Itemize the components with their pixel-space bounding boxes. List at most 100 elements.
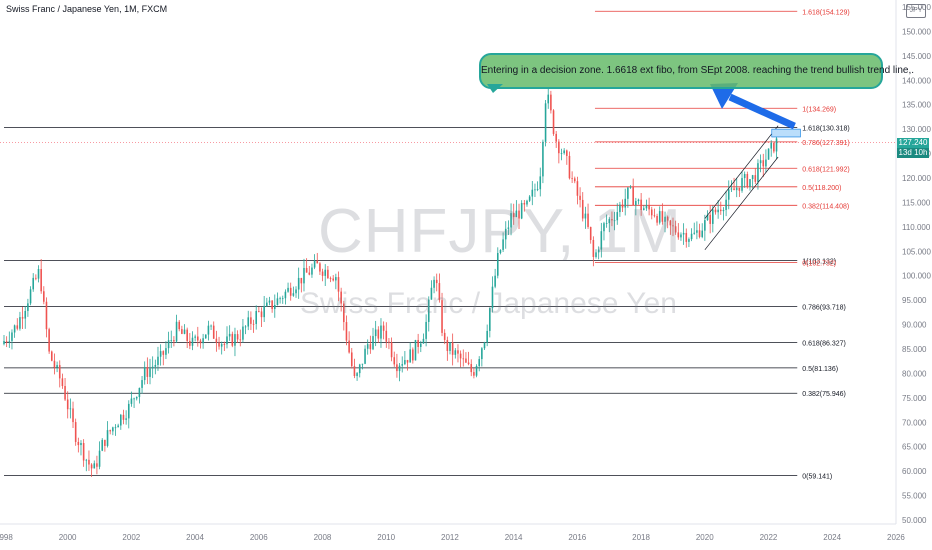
- candle: [24, 310, 27, 319]
- candle: [730, 188, 733, 190]
- candle: [743, 174, 746, 179]
- candle: [435, 279, 438, 284]
- fib-level-label: 0.382(114.408): [802, 203, 849, 210]
- candle: [653, 215, 656, 217]
- candle: [369, 344, 372, 350]
- candle: [483, 342, 486, 349]
- candle: [704, 220, 706, 231]
- candle: [489, 308, 491, 331]
- candle: [682, 232, 685, 235]
- candle: [273, 304, 276, 310]
- candle: [21, 317, 24, 319]
- annotation-arrow-shaft: [728, 93, 796, 130]
- candle: [212, 325, 215, 339]
- candle: [680, 234, 682, 238]
- candle: [43, 291, 45, 302]
- candle: [48, 329, 50, 352]
- candle: [178, 321, 181, 330]
- candle: [589, 226, 592, 240]
- candle: [284, 291, 287, 299]
- candle: [523, 203, 526, 205]
- candle: [494, 275, 496, 287]
- candle: [491, 286, 494, 309]
- candle: [706, 214, 709, 221]
- currency-badge[interactable]: JPY: [906, 4, 926, 18]
- candle: [754, 175, 757, 182]
- candle: [544, 103, 547, 142]
- last-price-tag: 127.240 13d 10h: [897, 138, 929, 158]
- candle: [547, 94, 550, 104]
- candle: [348, 340, 350, 353]
- candle: [80, 443, 82, 446]
- candle: [404, 360, 406, 365]
- candle: [361, 363, 364, 365]
- x-tick-label: 2020: [696, 533, 714, 542]
- candle: [635, 201, 637, 206]
- candle: [627, 187, 629, 199]
- candle: [425, 321, 427, 339]
- last-price-value: 127.240: [898, 138, 928, 147]
- candle: [173, 340, 175, 342]
- candle: [600, 231, 603, 250]
- y-tick-label: 155.000: [902, 3, 931, 12]
- y-tick-label: 85.000: [902, 345, 927, 354]
- candle: [271, 300, 273, 310]
- y-tick-label: 60.000: [902, 467, 927, 476]
- candle: [502, 239, 504, 250]
- candle: [210, 325, 212, 327]
- fib-level-label: 1(103.132): [802, 258, 836, 265]
- candle: [125, 418, 127, 420]
- candle: [74, 422, 77, 442]
- candle: [343, 303, 345, 323]
- candle: [462, 358, 465, 360]
- y-tick-label: 130.000: [902, 125, 931, 134]
- candle: [451, 342, 454, 355]
- fib-level-label: 0.618(86.327): [802, 341, 846, 348]
- candle: [223, 344, 226, 345]
- candle: [643, 208, 645, 210]
- candle: [624, 198, 627, 208]
- x-tick-label: 2016: [568, 533, 586, 542]
- candle: [82, 443, 85, 461]
- candle: [733, 188, 735, 191]
- candle: [72, 408, 74, 423]
- candle: [563, 150, 565, 154]
- candle: [712, 209, 714, 224]
- candle: [183, 329, 186, 334]
- candle: [749, 179, 751, 187]
- candle: [194, 336, 196, 338]
- candle: [292, 293, 295, 296]
- candle: [727, 189, 730, 200]
- candle: [300, 277, 303, 284]
- annotation-callout[interactable]: Entering in a decision zone. 1.6618 ext …: [479, 53, 914, 89]
- candle: [327, 269, 329, 279]
- candle: [611, 219, 613, 221]
- candle: [170, 340, 173, 341]
- fib-level-label: 1.618(130.318): [802, 126, 849, 133]
- y-tick-label: 95.000: [902, 296, 927, 305]
- candle: [666, 216, 669, 221]
- candle: [133, 398, 135, 400]
- candle: [746, 174, 749, 187]
- candle: [674, 226, 677, 233]
- candle: [32, 277, 34, 290]
- candle: [151, 366, 154, 369]
- candle: [581, 199, 584, 219]
- candle: [473, 372, 475, 376]
- candle: [478, 359, 480, 367]
- candle: [390, 342, 393, 358]
- candle: [252, 323, 255, 325]
- candle: [664, 216, 666, 222]
- candle: [340, 291, 342, 304]
- candle: [316, 260, 319, 264]
- y-tick-label: 110.000: [902, 223, 931, 232]
- candle: [127, 403, 130, 419]
- candle: [571, 178, 573, 180]
- candle: [597, 249, 600, 253]
- candle: [366, 344, 369, 349]
- candle: [186, 329, 188, 341]
- candle: [114, 427, 117, 429]
- candle: [690, 233, 693, 240]
